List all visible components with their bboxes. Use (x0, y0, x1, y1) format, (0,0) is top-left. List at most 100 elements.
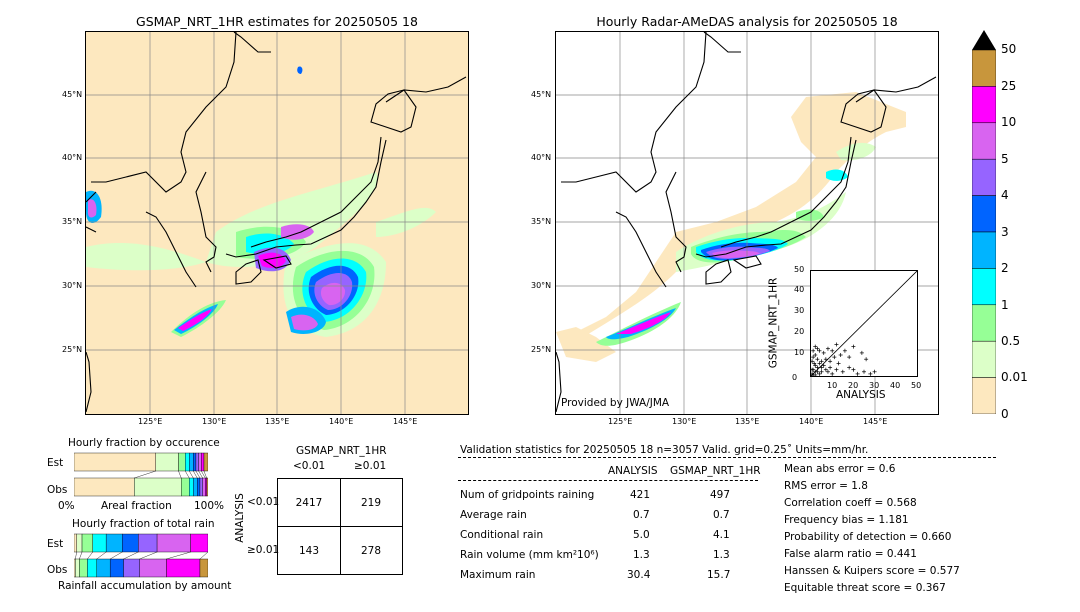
score-line: Hanssen & Kuipers score = 0.577 (784, 565, 960, 577)
validation-divider (458, 457, 996, 458)
validation-row-analysis: 421 (630, 489, 651, 501)
scatter-point (830, 348, 835, 353)
scatter-point (811, 367, 815, 372)
scatter-point (872, 369, 877, 374)
colorbar-swatch (971, 377, 997, 415)
scatter-point (823, 367, 828, 372)
colorbar-label: 3 (1001, 225, 1009, 239)
colorbar (971, 30, 997, 415)
fraction-segment (197, 477, 201, 497)
fraction-connector (193, 470, 198, 479)
fraction-segment (203, 452, 208, 472)
scatter-ytick: 50 (794, 265, 805, 274)
scatter-point (819, 365, 824, 370)
score-line: False alarm ratio = 0.441 (784, 548, 917, 560)
fraction-segment (166, 558, 201, 578)
colorbar-swatch (971, 158, 997, 196)
scatter-point (868, 371, 873, 376)
occurrence-title: Hourly fraction by occurence (68, 437, 220, 449)
fraction-segment (199, 477, 203, 497)
fraction-segment (198, 452, 202, 472)
fraction-connector (203, 470, 207, 479)
total-rain-bars (74, 533, 208, 578)
occurrence-row-label: Obs (47, 484, 68, 496)
fraction-segment (156, 533, 191, 553)
colorbar-label: 25 (1001, 79, 1017, 93)
scatter-xtick: 30 (869, 381, 880, 390)
contingency-cell: 278 (360, 544, 382, 557)
contingency-cell: 219 (360, 496, 382, 509)
score-line: Mean abs error = 0.6 (784, 463, 896, 475)
right-map-grid (556, 32, 938, 414)
right-map: 0 10 20 30 40 50 10 20 30 40 50 ANALYSIS… (555, 31, 939, 415)
occurrence-xlabel: Areal fraction (101, 500, 172, 512)
validation-row-analysis: 0.7 (633, 509, 650, 521)
fraction-segment (79, 558, 88, 578)
fraction-connector (110, 551, 123, 560)
scatter-point (823, 357, 828, 362)
scatter-point (851, 344, 856, 349)
fraction-segment (189, 452, 194, 472)
contingency-table: 2417 219 143 278 (277, 478, 403, 575)
credit-text: Provided by JWA/JMA (561, 397, 670, 409)
lon-label: 130°E (202, 417, 227, 426)
lon-label: 125°E (138, 417, 163, 426)
scatter-point (828, 365, 833, 370)
total-rain-row-label: Est (47, 538, 64, 550)
score-line: Equitable threat score = 0.367 (784, 582, 946, 594)
scatter-point (834, 342, 839, 347)
colorbar-swatch (971, 304, 997, 342)
scatter-point (815, 365, 820, 370)
fraction-segment (201, 452, 205, 472)
score-line: Probability of detection = 0.660 (784, 531, 952, 543)
left-map-title: GSMAP_NRT_1HR estimates for 20250505 18 (136, 14, 418, 29)
scatter-point (828, 359, 833, 364)
fraction-segment (178, 452, 186, 472)
scatter-point (813, 344, 818, 349)
fraction-segment (195, 452, 199, 472)
occurrence-xtick: 0% (58, 500, 75, 512)
scatter-point (811, 348, 816, 353)
lat-label: 45°N (531, 90, 552, 99)
scatter-point (821, 363, 826, 368)
validation-row-gsmap: 0.7 (713, 509, 730, 521)
fraction-segment (180, 477, 190, 497)
lon-label: 135°E (735, 417, 760, 426)
fraction-segment (138, 533, 158, 553)
colorbar-label: 4 (1001, 188, 1009, 202)
fraction-segment (185, 452, 190, 472)
validation-row-label: Average rain (460, 509, 527, 521)
lat-label: 35°N (531, 217, 552, 226)
validation-row-gsmap: 15.7 (707, 569, 731, 581)
validation-row-label: Rain volume (mm km²10⁶) (460, 549, 599, 561)
scatter-xlabel: ANALYSIS (836, 389, 886, 401)
scatter-point (817, 371, 822, 376)
validation-row-label: Maximum rain (460, 569, 536, 581)
scatter-point (815, 357, 820, 362)
validation-row-label: Conditional rain (460, 529, 544, 541)
fraction-connector (75, 551, 77, 560)
fraction-segment (134, 477, 182, 497)
fraction-connector (87, 551, 93, 560)
fraction-segment (109, 558, 124, 578)
scatter-plot (810, 270, 918, 377)
colorbar-swatch (971, 195, 997, 233)
fraction-segment (193, 452, 197, 472)
colorbar-swatch (971, 122, 997, 160)
scatter-xtick: 50 (911, 381, 922, 390)
validation-row-gsmap: 4.1 (713, 529, 730, 541)
fraction-segment (74, 558, 76, 578)
scatter-point (836, 361, 841, 366)
colorbar-label: 2 (1001, 261, 1009, 275)
contingency-row-label: ≥0.01 (247, 544, 280, 556)
fraction-connector (199, 551, 208, 560)
validation-table-divider (458, 480, 758, 481)
scatter-point (851, 367, 856, 372)
fraction-segment (205, 477, 207, 497)
scatter-point (811, 359, 815, 364)
colorbar-label: 1 (1001, 298, 1009, 312)
validation-row-gsmap: 1.3 (713, 549, 730, 561)
colorbar-swatch (971, 268, 997, 306)
colorbar-label: 10 (1001, 115, 1017, 129)
fraction-connector (178, 470, 182, 479)
